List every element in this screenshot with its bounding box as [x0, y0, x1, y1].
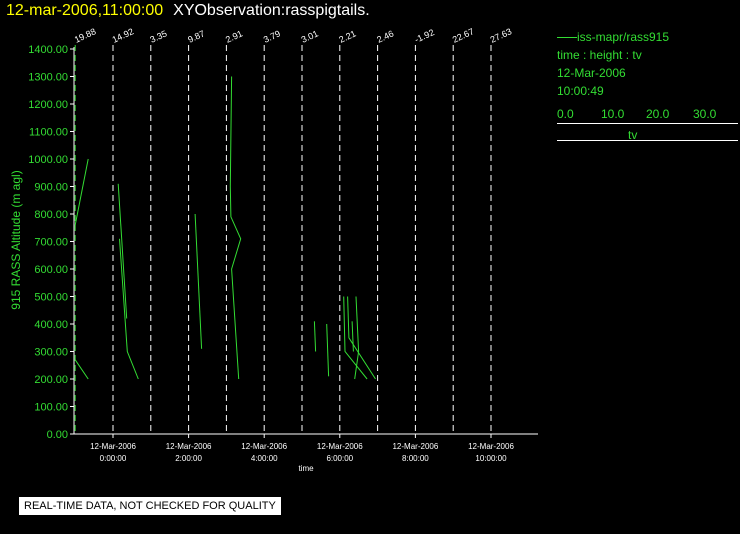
y-tick-label: 500.00	[34, 292, 68, 304]
profile-value-label: 3.35	[148, 28, 168, 44]
y-tick-label: 100.00	[34, 402, 68, 414]
x-tick-date: 12-Mar-2006	[241, 442, 287, 451]
x-tick-time: 2:00:00	[175, 454, 202, 463]
title-observation: XYObservation:rasspigtails.	[173, 2, 370, 19]
quality-notice: REAL-TIME DATA, NOT CHECKED FOR QUALITY	[19, 497, 281, 515]
legend-bottom-rule	[557, 140, 738, 141]
x-tick-time: 6:00:00	[326, 454, 353, 463]
profile-value-label: 2.21	[337, 28, 357, 44]
legend-scale-tick-0: 0.0	[557, 107, 574, 121]
x-tick-time: 0:00:00	[100, 454, 127, 463]
legend-time: 10:00:49	[557, 84, 604, 98]
legend-scale-label: tv	[628, 128, 638, 142]
legend-date: 12-Mar-2006	[557, 66, 626, 80]
profile-value-label: 3.01	[300, 28, 320, 44]
profile-line	[313, 321, 317, 352]
profile-line	[74, 359, 89, 380]
x-tick-time: 4:00:00	[251, 454, 278, 463]
x-tick-date: 12-Mar-2006	[166, 442, 212, 451]
legend-swatch	[557, 37, 577, 39]
profile-value-label: 9.87	[186, 28, 206, 44]
legend-scale-rule	[557, 123, 738, 124]
legend-series-label: iss-mapr/rass915	[577, 30, 670, 44]
profile-line	[74, 158, 89, 226]
title-date-time: 12-mar-2006,11:00:00	[6, 2, 164, 19]
y-tick-label: 800.00	[34, 209, 68, 221]
profile-line	[117, 183, 128, 319]
profile-value-label: 22.67	[451, 26, 476, 45]
y-tick-label: 400.00	[34, 319, 68, 331]
legend-scale-tick-3: 30.0	[693, 107, 717, 121]
x-tick-date: 12-Mar-2006	[468, 442, 514, 451]
x-tick-date: 12-Mar-2006	[90, 442, 136, 451]
legend-scale-tick-1: 10.0	[601, 107, 625, 121]
profile-line	[326, 323, 330, 377]
profile-line	[343, 296, 368, 380]
y-tick-label: 600.00	[34, 264, 68, 276]
y-tick-label: 1200.00	[28, 99, 68, 111]
x-tick-date: 12-Mar-2006	[392, 442, 438, 451]
y-axis-label: 915 RASS Altitude (m agl)	[9, 170, 23, 309]
x-tick-date: 12-Mar-2006	[317, 442, 363, 451]
x-tick-time: 8:00:00	[402, 454, 429, 463]
y-tick-label: 900.00	[34, 182, 68, 194]
profile-line	[119, 238, 139, 380]
y-tick-label: 1400.00	[28, 44, 68, 56]
profile-line	[351, 321, 354, 352]
y-tick-label: 200.00	[34, 374, 68, 386]
profile-line	[229, 76, 242, 380]
profile-value-label: 3.79	[262, 28, 282, 44]
y-tick-label: 700.00	[34, 237, 68, 249]
y-tick-label: 0.00	[47, 429, 68, 441]
profile-value-label: 2.91	[224, 28, 244, 44]
y-tick-label: 1100.00	[29, 127, 68, 139]
profile-line	[354, 296, 360, 380]
x-axis-label: time	[298, 464, 314, 473]
profile-value-label: 27.63	[489, 26, 514, 45]
legend-scale-tick-2: 20.0	[646, 107, 670, 121]
profile-value-label: -1.92	[413, 27, 436, 45]
legend-variables: time : height : tv	[557, 48, 642, 62]
legend-series: iss-mapr/rass915	[557, 30, 669, 44]
profile-line	[194, 213, 203, 349]
x-tick-time: 10:00:00	[475, 454, 507, 463]
chart-title: 12-mar-2006,11:00:00 XYObservation:rasspi…	[6, 2, 370, 20]
profile-value-label: 19.88	[73, 26, 98, 45]
profile-line	[347, 296, 376, 380]
profile-value-label: 14.92	[111, 26, 136, 45]
y-tick-label: 1300.00	[28, 72, 68, 84]
y-tick-label: 1000.00	[28, 154, 68, 166]
y-tick-label: 300.00	[34, 347, 68, 359]
profile-value-label: 2.46	[375, 28, 395, 44]
